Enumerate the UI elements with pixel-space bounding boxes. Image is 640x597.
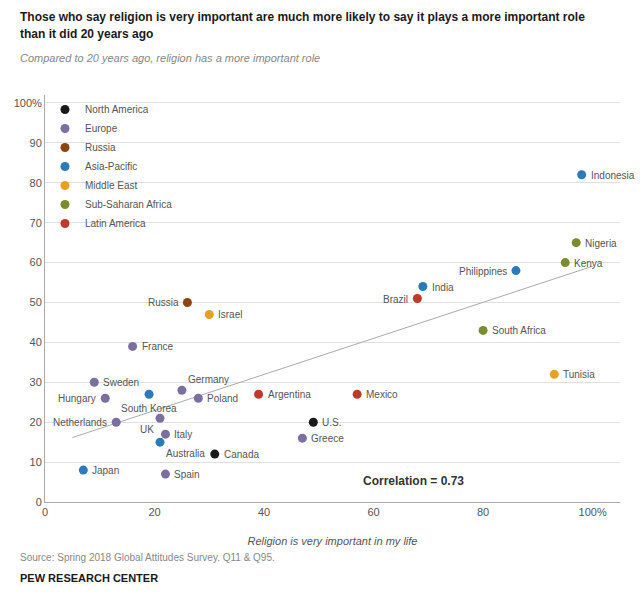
svg-text:60: 60	[30, 256, 42, 268]
svg-text:Source: Spring 2018 Global Att: Source: Spring 2018 Global Attitudes Sur…	[20, 552, 275, 563]
svg-text:Australia: Australia	[166, 448, 205, 459]
svg-text:Netherlands: Netherlands	[53, 417, 107, 428]
svg-text:Mexico: Mexico	[366, 389, 398, 400]
svg-text:90: 90	[30, 137, 42, 149]
svg-text:Argentina: Argentina	[268, 389, 311, 400]
svg-text:30: 30	[30, 376, 42, 388]
svg-text:U.S.: U.S.	[322, 417, 341, 428]
svg-text:40: 40	[258, 506, 270, 518]
svg-text:60: 60	[367, 506, 379, 518]
svg-text:Greece: Greece	[311, 433, 344, 444]
svg-text:UK: UK	[140, 424, 154, 435]
svg-text:10: 10	[30, 456, 42, 468]
svg-text:France: France	[142, 341, 174, 352]
svg-text:North America: North America	[85, 104, 149, 115]
svg-text:20: 20	[30, 416, 42, 428]
svg-text:Indonesia: Indonesia	[591, 170, 635, 181]
svg-text:Tunisia: Tunisia	[563, 369, 595, 380]
svg-text:Hungary: Hungary	[58, 393, 96, 404]
svg-text:0: 0	[36, 496, 42, 508]
svg-text:Those who say religion is very: Those who say religion is very important…	[20, 10, 585, 24]
svg-text:50: 50	[30, 296, 42, 308]
svg-text:40: 40	[30, 336, 42, 348]
svg-text:PEW RESEARCH CENTER: PEW RESEARCH CENTER	[20, 572, 158, 584]
svg-text:Germany: Germany	[188, 374, 229, 385]
svg-text:100%: 100%	[579, 506, 607, 518]
svg-text:Compared to 20 years ago, reli: Compared to 20 years ago, religion has a…	[20, 52, 320, 64]
svg-text:80: 80	[477, 506, 489, 518]
svg-text:Asia-Pacific: Asia-Pacific	[85, 161, 137, 172]
svg-text:Sub-Saharan Africa: Sub-Saharan Africa	[85, 199, 172, 210]
svg-text:Latin America: Latin America	[85, 218, 146, 229]
svg-text:Brazil: Brazil	[383, 294, 408, 305]
svg-text:Kenya: Kenya	[574, 258, 603, 269]
svg-text:Israel: Israel	[218, 309, 242, 320]
svg-text:20: 20	[148, 506, 160, 518]
svg-text:Correlation = 0.73: Correlation = 0.73	[363, 474, 464, 488]
svg-text:Japan: Japan	[92, 465, 119, 476]
svg-text:South Korea: South Korea	[121, 403, 177, 414]
svg-text:70: 70	[30, 217, 42, 229]
svg-text:South Africa: South Africa	[492, 325, 546, 336]
svg-text:80: 80	[30, 177, 42, 189]
svg-text:Middle East: Middle East	[85, 180, 137, 191]
svg-text:Europe: Europe	[85, 123, 118, 134]
svg-text:100%: 100%	[14, 97, 42, 109]
svg-text:0: 0	[42, 506, 48, 518]
svg-text:Spain: Spain	[174, 469, 200, 480]
svg-text:Russia: Russia	[85, 142, 116, 153]
svg-text:Italy: Italy	[174, 429, 192, 440]
svg-text:Poland: Poland	[207, 393, 238, 404]
svg-text:India: India	[432, 282, 454, 293]
svg-text:Religion is very important in: Religion is very important in my life	[248, 535, 418, 547]
svg-text:Sweden: Sweden	[103, 377, 139, 388]
svg-text:Nigeria: Nigeria	[585, 238, 617, 249]
svg-text:Philippines: Philippines	[459, 266, 507, 277]
svg-text:Russia: Russia	[148, 297, 179, 308]
svg-text:Canada: Canada	[224, 449, 259, 460]
svg-text:than it did 20 years ago: than it did 20 years ago	[20, 27, 153, 41]
